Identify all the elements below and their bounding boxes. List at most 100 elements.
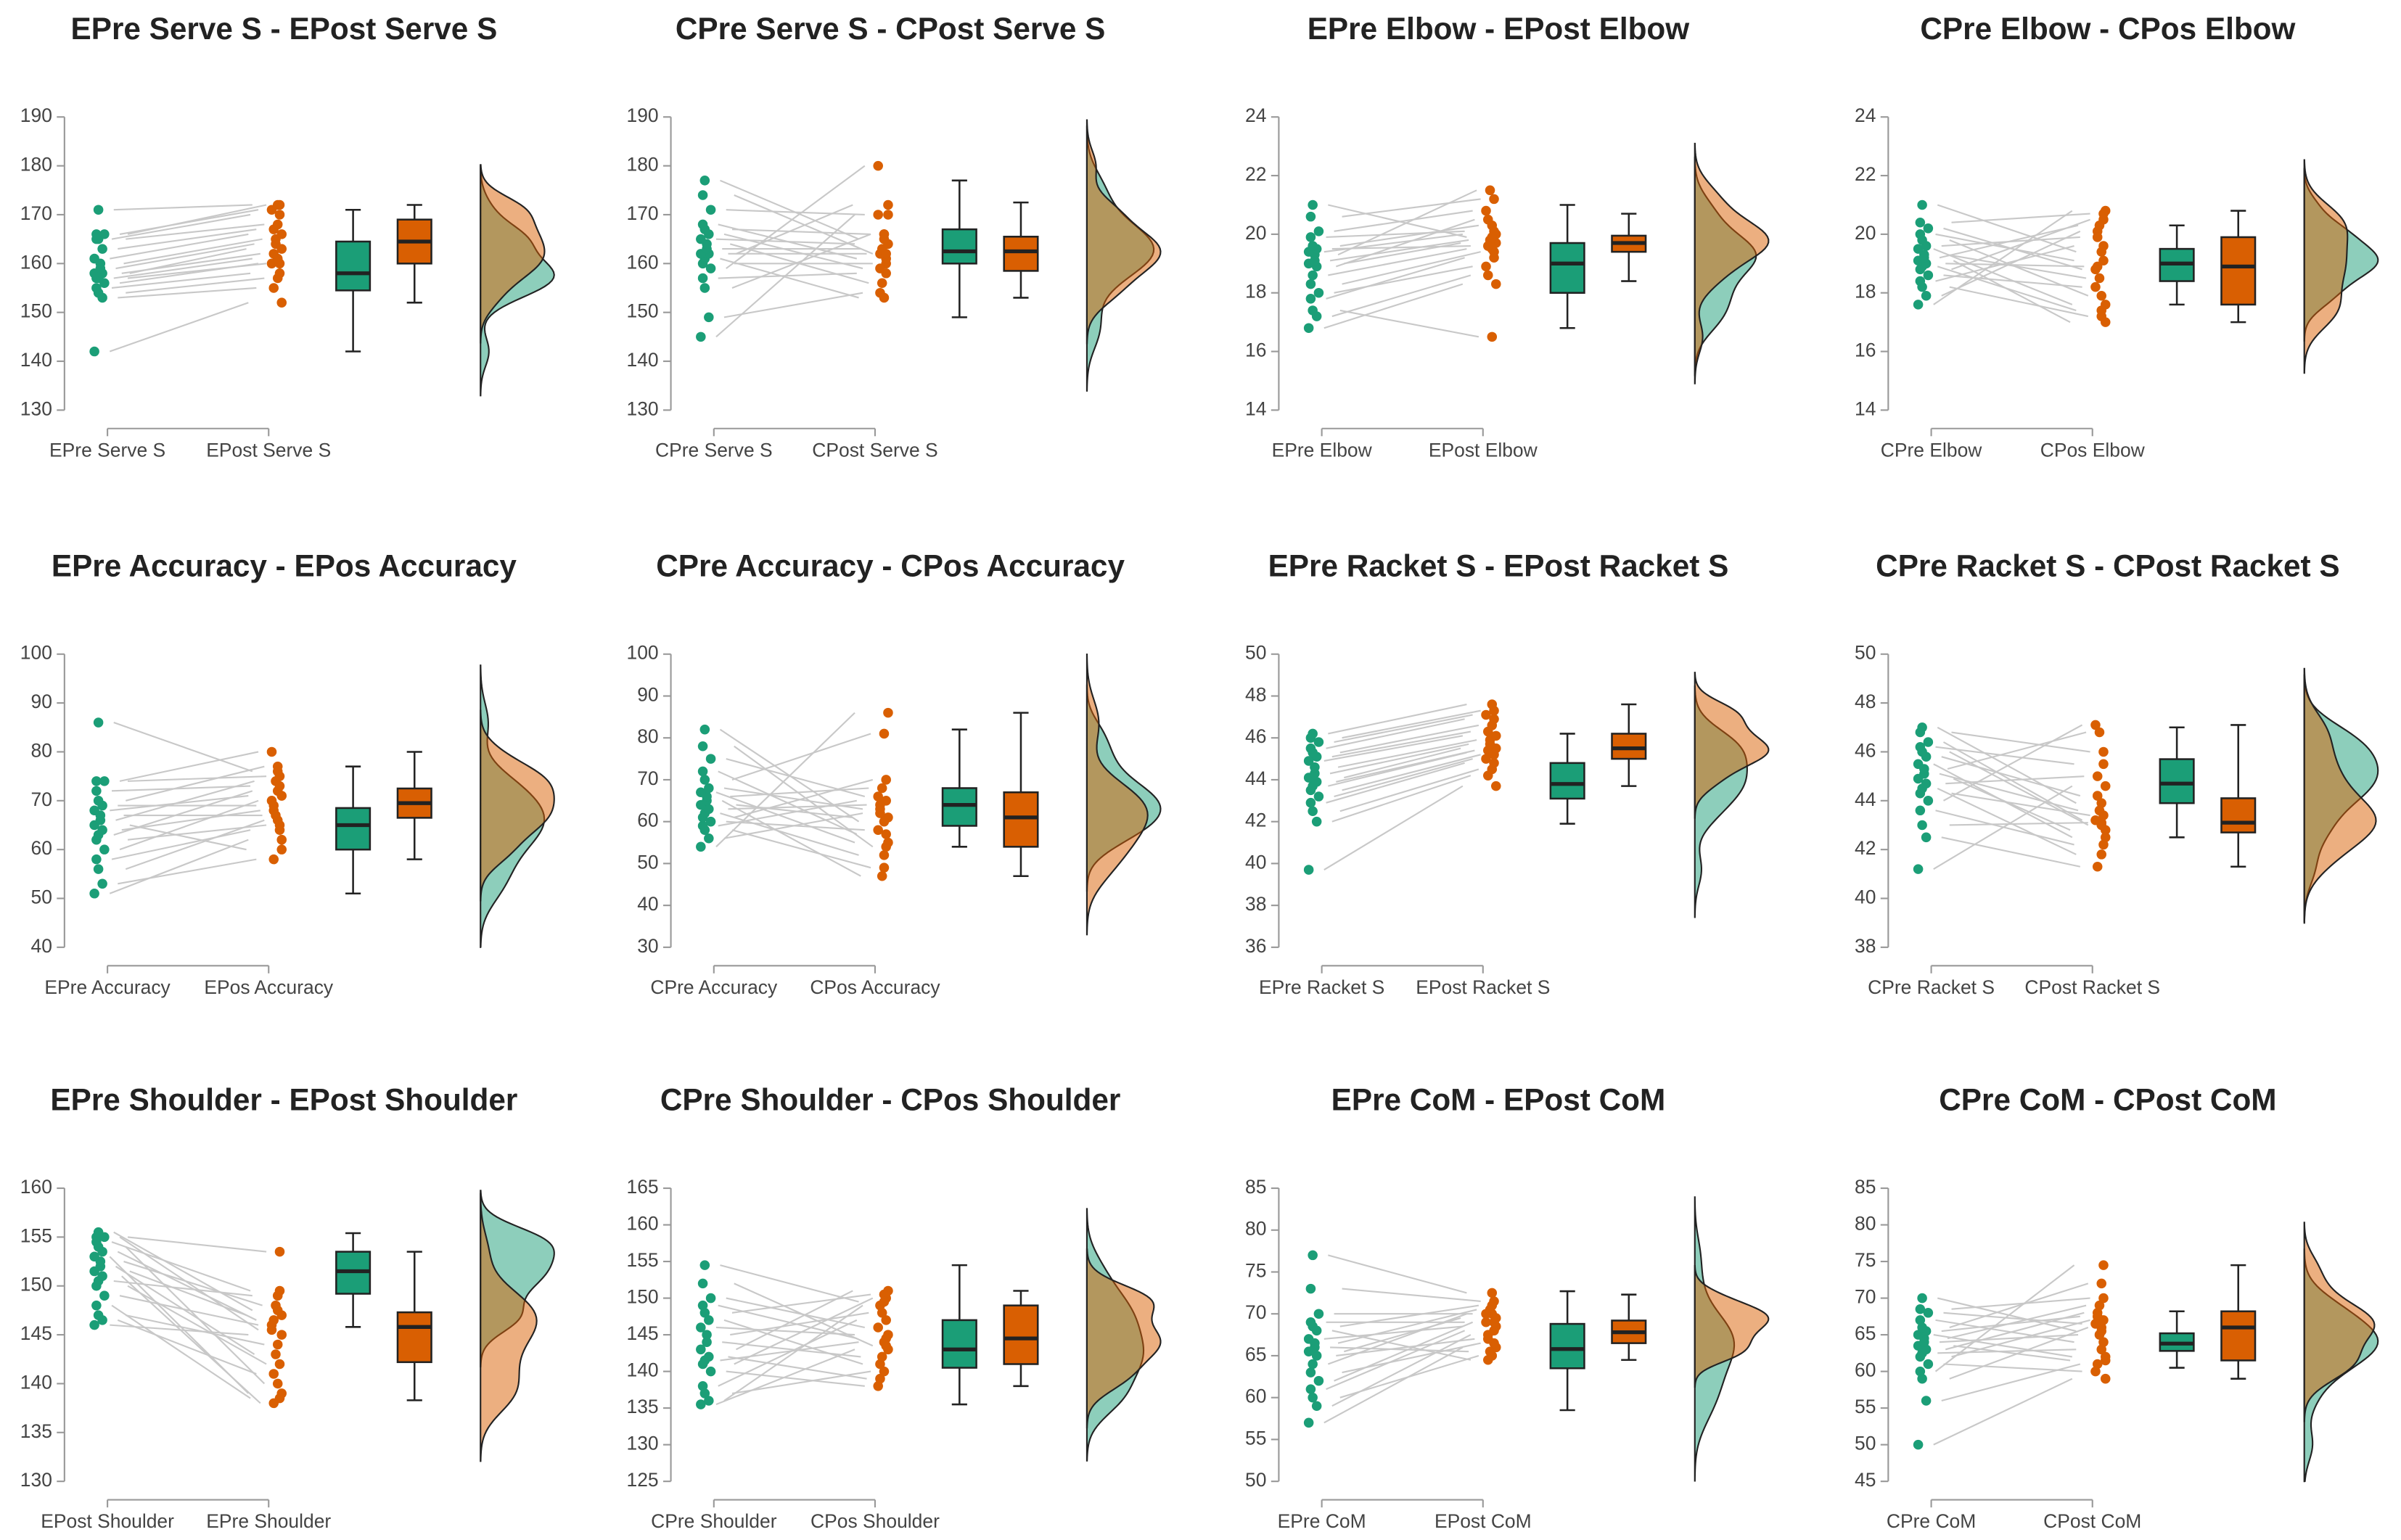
pair-line xyxy=(1937,788,2077,855)
pair-line xyxy=(1337,739,1477,768)
pair-line xyxy=(1344,1317,1461,1353)
x-tick-label: CPos Elbow xyxy=(2040,439,2146,461)
pair-line xyxy=(127,204,267,235)
data-point xyxy=(1481,709,1491,720)
y-tick-label: 38 xyxy=(1245,893,1266,915)
pair-line xyxy=(115,1265,255,1355)
data-point xyxy=(1915,1366,1926,1377)
data-point xyxy=(1491,781,1501,791)
pair-line xyxy=(1943,1312,2082,1325)
panel-title: EPre CoM - EPost CoM xyxy=(1331,1083,1666,1117)
data-point xyxy=(877,278,887,289)
data-point xyxy=(1481,754,1491,764)
pair-line xyxy=(111,829,251,860)
data-point xyxy=(2098,208,2109,219)
data-point xyxy=(1305,1283,1316,1294)
pair-line xyxy=(1323,1325,1463,1340)
data-point xyxy=(1308,199,1318,210)
data-point xyxy=(1917,1293,1927,1304)
pair-line xyxy=(109,302,249,353)
data-point xyxy=(91,283,102,293)
y-tick-label: 24 xyxy=(1245,104,1266,126)
data-point xyxy=(1921,832,1932,843)
pair-line xyxy=(1939,1334,2079,1343)
y-tick-label: 48 xyxy=(1855,691,1876,712)
y-tick-label: 135 xyxy=(20,1420,52,1442)
data-point xyxy=(705,1366,716,1377)
y-tick-label: 50 xyxy=(1245,642,1266,664)
data-point xyxy=(879,292,890,303)
data-point xyxy=(91,854,102,865)
data-point xyxy=(268,249,279,259)
data-point xyxy=(704,833,714,844)
panel: CPre Accuracy - CPos Accuracy 30 40 50 60 70 8… xyxy=(627,548,1162,998)
pair-line xyxy=(1342,1288,1481,1302)
data-point xyxy=(2090,1366,2101,1377)
pair-line xyxy=(109,1256,250,1394)
data-point xyxy=(276,844,287,855)
y-tick-label: 155 xyxy=(627,1249,659,1271)
data-point xyxy=(1915,217,1926,228)
data-point xyxy=(1313,287,1324,298)
data-point xyxy=(1310,762,1320,773)
box xyxy=(1003,791,1039,848)
pair-line xyxy=(111,213,251,240)
data-point xyxy=(274,1285,285,1296)
pair-line xyxy=(109,839,249,894)
data-point xyxy=(699,1260,710,1270)
y-tick-label: 180 xyxy=(20,154,52,176)
pair-line xyxy=(110,233,249,260)
data-point xyxy=(697,1381,708,1391)
data-point xyxy=(2100,1351,2111,1362)
data-point xyxy=(272,1305,283,1316)
data-point xyxy=(1305,211,1316,222)
y-tick-label: 65 xyxy=(1855,1322,1876,1344)
y-tick-label: 75 xyxy=(1855,1249,1876,1271)
data-point xyxy=(1305,1367,1316,1378)
density xyxy=(1694,672,1770,819)
pair-line xyxy=(1326,257,1465,300)
pair-line xyxy=(731,733,871,781)
pair-line xyxy=(720,179,859,240)
data-point xyxy=(1915,1315,1926,1325)
data-point xyxy=(875,804,885,815)
data-point xyxy=(1913,244,1924,254)
pair-line xyxy=(718,1319,858,1387)
data-point xyxy=(704,783,714,794)
data-point xyxy=(1303,1417,1314,1428)
y-tick-label: 140 xyxy=(627,1359,659,1381)
data-point xyxy=(1913,300,1924,310)
box xyxy=(941,787,977,827)
x-tick-label: EPre Shoulder xyxy=(206,1510,331,1532)
data-point xyxy=(705,263,716,273)
data-point xyxy=(1481,1317,1491,1327)
data-point xyxy=(697,219,708,230)
data-point xyxy=(2100,317,2111,327)
data-point xyxy=(704,312,714,323)
data-point xyxy=(1311,1401,1322,1411)
y-tick-label: 190 xyxy=(20,104,52,126)
pair-line xyxy=(126,277,265,294)
data-point xyxy=(697,1278,708,1289)
pair-line xyxy=(734,194,874,255)
pair-line xyxy=(723,787,863,810)
pair-line xyxy=(720,1264,859,1303)
data-point xyxy=(99,844,110,855)
data-point xyxy=(1481,205,1491,216)
data-point xyxy=(2098,1337,2109,1347)
panel: EPre Racket S - EPost Racket S 36 38 40 42 44… xyxy=(1245,548,1770,998)
data-point xyxy=(1308,305,1318,316)
data-point xyxy=(2094,727,2105,738)
y-tick-label: 135 xyxy=(627,1396,659,1417)
data-point xyxy=(1313,1375,1324,1386)
data-point xyxy=(705,816,716,827)
pair-line xyxy=(1328,1254,1467,1294)
data-point xyxy=(1915,229,1926,239)
y-tick-label: 20 xyxy=(1855,222,1876,244)
data-point xyxy=(1313,791,1324,802)
data-point xyxy=(705,1293,716,1304)
y-tick-label: 24 xyxy=(1855,104,1876,126)
data-point xyxy=(879,850,890,860)
data-point xyxy=(2100,300,2111,310)
pair-line xyxy=(1331,274,1472,318)
